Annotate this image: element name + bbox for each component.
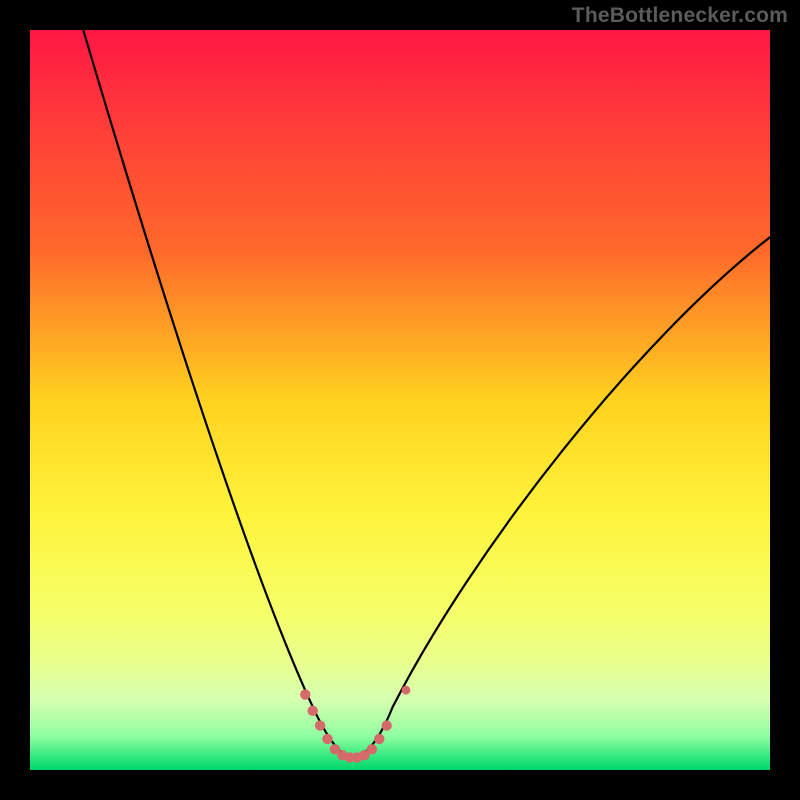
marker-point <box>367 744 377 754</box>
marker-point <box>381 720 391 730</box>
chart-stage: TheBottlenecker.com <box>0 0 800 800</box>
marker-point <box>374 734 384 744</box>
marker-point <box>300 689 310 699</box>
watermark-text: TheBottlenecker.com <box>572 4 788 28</box>
marker-point <box>307 706 317 716</box>
bottleneck-chart <box>0 0 800 800</box>
marker-point <box>322 734 332 744</box>
plot-background <box>30 30 770 770</box>
marker-point <box>402 686 411 695</box>
marker-point <box>315 720 325 730</box>
